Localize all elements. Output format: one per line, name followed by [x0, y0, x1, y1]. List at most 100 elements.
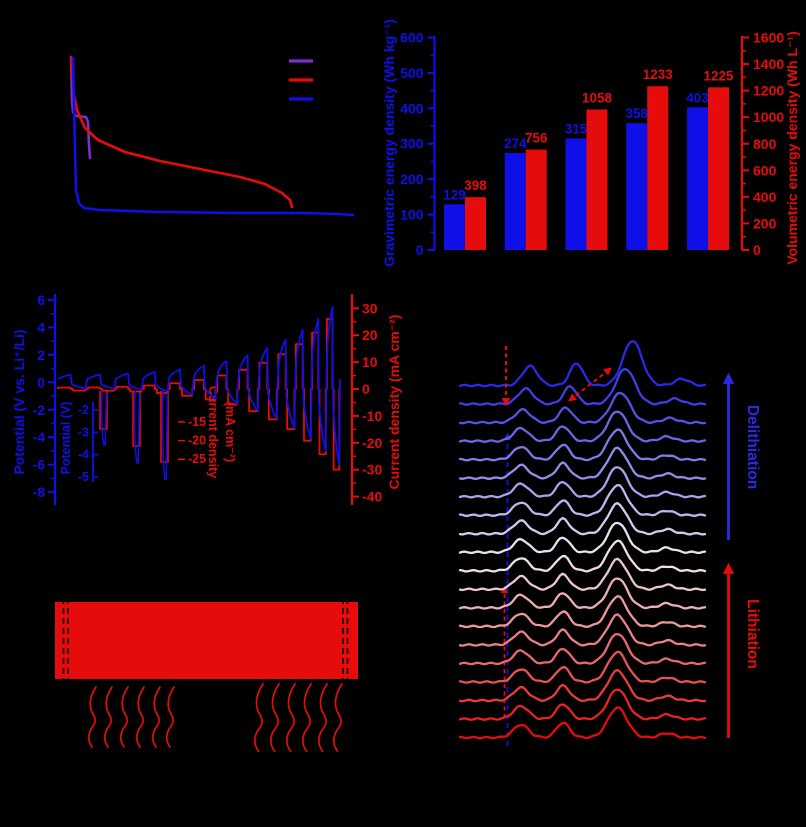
cycling-band [55, 602, 358, 679]
right-tick-label: 0 [362, 381, 370, 397]
bar-value-gravimetric: 403 [686, 90, 709, 105]
left-tick-label: 100 [400, 207, 424, 223]
bar-volumetric [586, 109, 608, 250]
panel-c-right-axis-label: Current density (mA cm⁻²) [386, 315, 402, 490]
bar-value-gravimetric: 129 [443, 187, 466, 202]
spectrum-line [458, 446, 707, 480]
inset-left-tick-label: -2 [78, 403, 89, 417]
right-tick-label: -20 [362, 435, 382, 451]
left-tick-label: 500 [400, 65, 424, 81]
left-tick-label: -8 [33, 484, 46, 500]
left-tick-label: 2 [37, 347, 45, 363]
bar-gravimetric [565, 138, 587, 250]
left-tick-label: 6 [37, 292, 45, 308]
bar-gravimetric [626, 123, 648, 250]
zoomed-pulse-curve [270, 683, 280, 753]
zoomed-pulse-curve [165, 686, 175, 748]
bar-gravimetric [687, 107, 708, 250]
spectrum-line [458, 577, 707, 610]
spectrum-line [458, 391, 707, 425]
spectrum-line [458, 594, 707, 629]
spectrum-line [458, 428, 707, 462]
panel-e-dashed-guides [500, 432, 512, 746]
zoomed-pulse-curve [119, 686, 129, 748]
bar-volumetric [525, 149, 547, 250]
spectrum-line [458, 706, 707, 740]
right-tick-label: -40 [362, 489, 382, 505]
right-tick-label: -30 [362, 462, 382, 478]
right-tick-label: 1400 [753, 56, 784, 72]
spectrum-line [458, 521, 707, 555]
panel-a-discharge-curves [69, 55, 355, 217]
panel-e-annotations: Delithiation Lithiation [501, 346, 761, 738]
zoomed-pulse-curve [286, 683, 296, 753]
left-tick-label: -2 [33, 402, 46, 418]
spectrum-line [458, 557, 707, 592]
panel-b-energy-density-bars: Gravimetric energy density (Wh kg⁻¹) Vol… [381, 19, 800, 267]
bar-volumetric [465, 197, 486, 250]
right-tick-label: 600 [753, 162, 777, 178]
left-tick-label: 300 [400, 136, 424, 152]
right-tick-label: -10 [362, 408, 382, 424]
right-tick-label: 1600 [753, 30, 784, 46]
zoomed-pulse-curve [333, 683, 343, 753]
inset-left-tick-label: -3 [78, 425, 89, 439]
panel-b-right-axis-label: Volumetric energy density (Wh L⁻¹) [784, 31, 800, 265]
panel-c-inset-right-axis-label-line1: Current density [206, 386, 220, 478]
panel-b-left-axis-label: Gravimetric energy density (Wh kg⁻¹) [381, 19, 397, 267]
spectrum-line [458, 466, 707, 499]
bar-value-volumetric: 398 [464, 178, 487, 193]
right-tick-label: 1000 [753, 109, 784, 125]
zoomed-pulse-curve [318, 683, 328, 753]
right-tick-label: 20 [362, 327, 378, 343]
bar-value-volumetric: 756 [525, 131, 548, 146]
right-tick-label: 10 [362, 354, 378, 370]
inset-potential-curve [100, 390, 108, 446]
zoomed-pulse-curve [254, 683, 264, 753]
discharge-curve-red [69, 56, 294, 209]
bar-value-gravimetric: 358 [625, 106, 648, 121]
bar-value-gravimetric: 274 [504, 136, 527, 151]
bar-value-volumetric: 1233 [643, 67, 674, 82]
inset-current-pulse [132, 391, 141, 447]
right-tick-label: 800 [753, 136, 777, 152]
left-tick-label: 400 [400, 100, 424, 116]
inset-potential-curve [133, 390, 141, 464]
spectrum-line [458, 650, 707, 684]
left-tick-label: 0 [37, 374, 45, 390]
bar-volumetric [647, 86, 669, 250]
bar-value-volumetric: 1058 [582, 90, 613, 105]
bar-value-volumetric: 1225 [703, 68, 734, 83]
right-tick-label: 200 [753, 215, 777, 231]
spectrum-line [458, 339, 707, 388]
bar-gravimetric [444, 204, 465, 250]
inset-potential-curve [161, 390, 169, 480]
left-tick-label: 0 [416, 242, 424, 258]
delithiation-label: Delithiation [744, 405, 761, 489]
panel-c-rate-test: Potential (V vs. Li⁺/Li) Current density… [11, 292, 402, 505]
panel-d-long-cycling-band [55, 598, 358, 753]
inset-current-pulse [160, 391, 169, 463]
panel-e-stacked-spectra [458, 339, 707, 740]
spectrum-line [458, 688, 707, 721]
zoomed-pulse-curve [302, 683, 312, 753]
spectrum-line [458, 632, 707, 666]
inset-right-tick-label: -25 [188, 452, 206, 466]
right-tick-label: 0 [753, 242, 761, 258]
zoomed-pulse-curve [151, 686, 161, 748]
left-tick-label: 200 [400, 171, 424, 187]
inset-current-pulse [99, 391, 108, 430]
panel-c-inset-right-axis-label-line2: (mA cm⁻²) [223, 402, 237, 462]
zoomed-pulse-curve [135, 686, 145, 748]
spectrum-line [458, 539, 707, 573]
right-tick-label: 30 [362, 300, 378, 316]
bar-value-gravimetric: 315 [565, 121, 588, 136]
peak-shift-diagonal-arrow [568, 367, 612, 402]
left-tick-label: -6 [33, 457, 46, 473]
zoomed-pulse-curve [103, 686, 113, 748]
zoomed-pulse-curve [87, 686, 97, 748]
left-tick-label: -4 [33, 429, 46, 445]
right-tick-label: 1200 [753, 83, 784, 99]
inset-left-tick-label: -4 [78, 448, 89, 462]
